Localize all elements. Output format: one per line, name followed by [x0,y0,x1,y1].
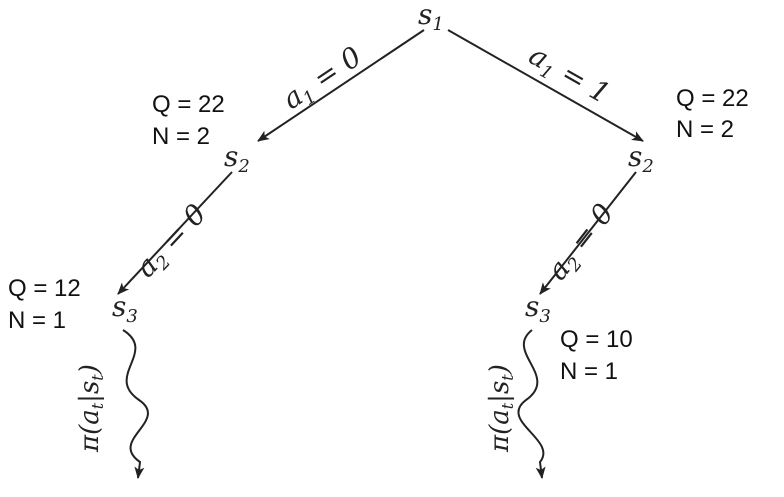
node-right-leaf: s3 [525,290,551,327]
policy-right-bar: | [485,394,515,403]
stat-right-leaf-n: N = 1 [560,358,618,385]
edge-left-down-arrow [117,171,233,295]
edge-label-root-right-rel: = 1 [548,52,616,110]
edge-right-down-arrow [539,171,637,295]
node-root-state: s [418,0,432,31]
node-left-leaf: s3 [112,290,138,327]
policy-label-left: π(at|st) [75,364,107,453]
policy-left-close: ) [75,364,105,375]
node-left-leaf-sub: 3 [126,306,137,327]
stat-left-mid-q: Q = 22 [152,91,225,118]
policy-right-a: a [485,409,515,425]
node-right-mid-sub: 2 [641,156,653,177]
edge-label-root-left: a1 = 0 [277,40,370,119]
policy-left-pi: π( [75,424,105,453]
node-left-mid-state: s [224,140,238,173]
stat-left-mid-n: N = 2 [152,123,210,150]
rollout-left-wavy-arrow [122,329,149,479]
stat-right-mid-q: Q = 22 [676,85,749,112]
edge-root-left-arrow [257,29,425,142]
stat-left-leaf-n: N = 1 [8,307,66,334]
node-left-mid-sub: 2 [237,156,249,177]
node-root-sub: 1 [432,14,443,35]
node-right-leaf-sub: 3 [539,306,550,327]
node-left-leaf-state: s [112,290,126,323]
edge-root-right-arrow [447,29,644,142]
edge-label-left-down: a2 = 0 [129,197,216,286]
node-right-leaf-state: s [525,290,539,323]
node-right-mid: s2 [628,140,654,177]
policy-label-right: π(at|st) [485,364,517,453]
stat-left-leaf-q: Q = 12 [8,275,81,302]
node-right-mid-state: s [628,140,642,173]
policy-left-bar: | [75,394,105,403]
policy-right-close: ) [485,364,515,375]
edge-label-right-down: a2 = 0 [541,197,624,289]
rollout-right-wavy-arrow [517,329,546,479]
policy-left-s-sub: t [88,374,107,381]
policy-right-s-sub: t [498,374,517,381]
edge-label-root-right: a1 = 1 [522,38,616,113]
edge-label-right-down-rel: = 0 [558,197,620,264]
policy-left-a: a [75,409,105,425]
policy-left-a-sub: t [88,402,107,409]
policy-right-a-sub: t [498,402,517,409]
node-left-mid: s2 [224,140,250,177]
node-root: s1 [418,0,444,35]
stat-right-leaf-q: Q = 10 [560,326,633,353]
policy-right-pi: π( [485,424,515,453]
stat-right-mid-n: N = 2 [676,116,734,143]
policy-right-s: s [485,381,515,394]
policy-left-s: s [75,381,105,394]
